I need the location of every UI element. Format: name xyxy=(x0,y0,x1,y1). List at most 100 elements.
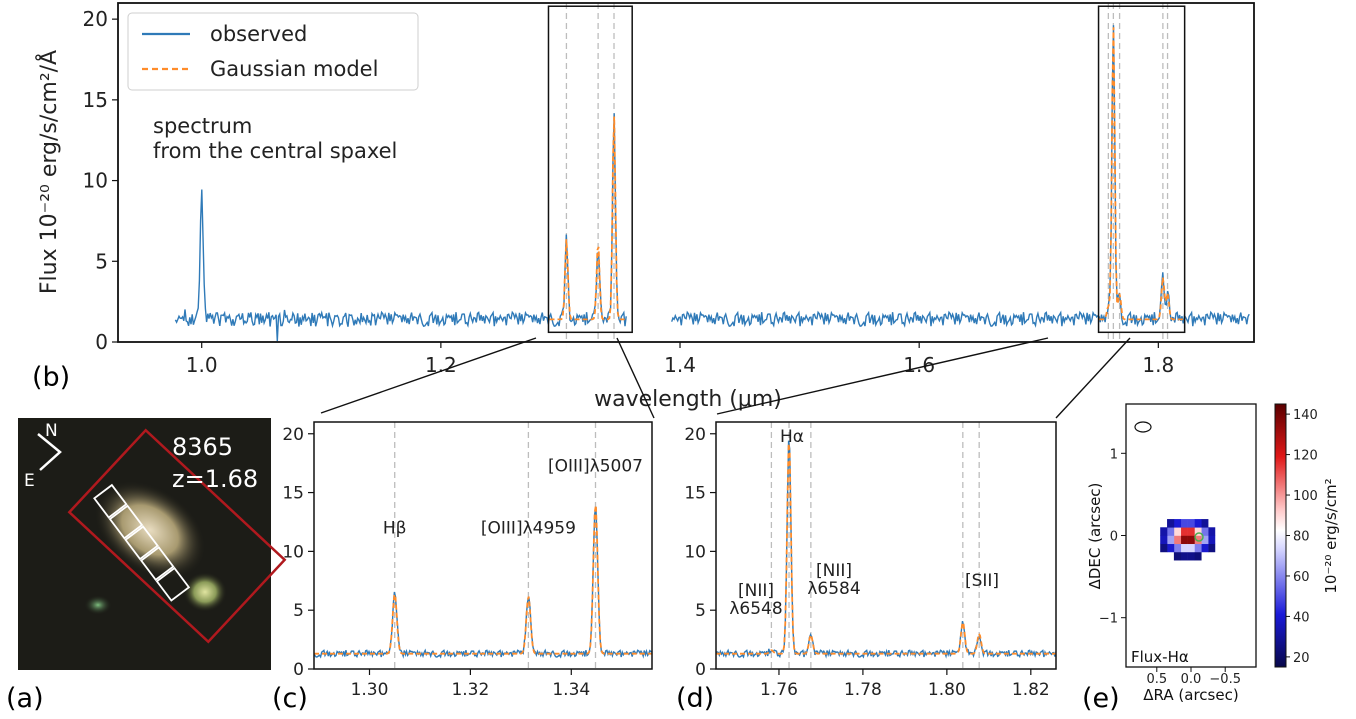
y-tick-label: 0 xyxy=(293,660,304,680)
heatmap-cell xyxy=(1180,519,1188,528)
y-tick-label: 10 xyxy=(684,542,706,562)
heatmap-cell xyxy=(1194,519,1202,528)
x-tick-label: 1.82 xyxy=(1012,680,1050,700)
spectrum-note-line2: from the central spaxel xyxy=(153,139,397,163)
y-tick-label: 10 xyxy=(83,169,108,193)
x-tick-label: 1.34 xyxy=(552,680,590,700)
zoom-connectors xyxy=(320,337,1131,419)
panel-a: N E 8365 z=1.68 (a) xyxy=(6,418,287,714)
colorbar-tick-label: 100 xyxy=(1293,489,1318,504)
heatmap-cell xyxy=(1187,543,1195,553)
panel-b-xlabel: wavelength (μm) xyxy=(594,387,782,412)
colorbar-tick-label: 120 xyxy=(1293,449,1318,464)
heatmap-cell xyxy=(1187,519,1195,528)
colorbar xyxy=(1274,403,1287,668)
panel-b-frame xyxy=(117,2,1255,343)
y-tick-label: −1 xyxy=(1099,612,1118,627)
y-tick-label: 20 xyxy=(282,425,304,445)
line-label: λ6584 xyxy=(807,579,860,599)
colorbar-tick-label: 140 xyxy=(1293,408,1318,423)
colorbar-tick-label: 20 xyxy=(1293,651,1310,666)
connector-d-left xyxy=(716,337,1049,415)
line-label: [OIII]λ4959 xyxy=(481,519,576,539)
panel-c-xticks: 1.30 1.32 1.34 xyxy=(351,669,590,700)
panel-c-model xyxy=(314,505,652,655)
heatmap-cell xyxy=(1160,543,1168,553)
panel-e-ylabel: ΔDEC (arcsec) xyxy=(1086,483,1104,590)
heatmap-cell xyxy=(1187,551,1195,561)
heatmap-cell xyxy=(1180,551,1188,561)
heatmap-cell xyxy=(1187,527,1195,536)
x-tick-label: 1.8 xyxy=(1142,353,1174,377)
panel-c: 1.30 1.32 1.34 0 5 10 15 20 Hβ [OIII]λ4959 [OIII… xyxy=(272,421,653,714)
x-tick-label: 0.0 xyxy=(1181,672,1202,687)
zoom-box xyxy=(547,5,633,334)
heatmap-cell xyxy=(1201,527,1209,536)
spaxel-boxes xyxy=(93,483,191,602)
heatmap-cell xyxy=(1194,527,1202,536)
galaxy-blob-small xyxy=(84,595,112,615)
panel-e-tag: (e) xyxy=(1082,683,1120,714)
heatmap-cell xyxy=(1208,527,1216,536)
line-label: [NII] xyxy=(738,581,774,601)
legend-model-label: Gaussian model xyxy=(210,57,378,81)
panel-d-guides xyxy=(770,422,980,669)
heatmap-cell xyxy=(1180,543,1188,553)
redshift: z=1.68 xyxy=(172,465,258,493)
object-id: 8365 xyxy=(172,433,233,461)
spaxel-box xyxy=(155,566,191,602)
colorbar-ticks: 20 40 60 80 100 120 140 xyxy=(1286,408,1318,666)
heatmap-cell xyxy=(1167,535,1175,545)
heatmap-cell xyxy=(1194,551,1202,561)
x-tick-label: 1.30 xyxy=(351,680,389,700)
heatmap-cell xyxy=(1194,535,1202,545)
heatmap-cell xyxy=(1208,535,1216,545)
colorbar-tick-label: 80 xyxy=(1293,530,1310,545)
y-tick-label: 5 xyxy=(293,601,304,621)
connector-d-right xyxy=(1055,337,1131,419)
observed-spectrum xyxy=(174,113,627,342)
beam-ellipse xyxy=(1134,421,1152,433)
x-tick-label: −0.5 xyxy=(1209,672,1241,687)
y-tick-label: 1 xyxy=(1110,447,1118,462)
spaxel-box xyxy=(93,483,128,519)
panel-d-tag: (d) xyxy=(676,683,714,714)
compass: N E xyxy=(24,421,62,491)
connector-c-left xyxy=(320,337,537,414)
legend: observed Gaussian model xyxy=(127,12,419,91)
line-label: λ6548 xyxy=(729,599,782,619)
heatmap-cell xyxy=(1167,519,1175,528)
panel-e-heatmap xyxy=(1160,519,1216,561)
panel-e-xlabel: ΔRA (arcsec) xyxy=(1143,686,1238,704)
line-label: Hβ xyxy=(383,519,407,539)
y-tick-label: 15 xyxy=(83,88,108,112)
line-label: [SII] xyxy=(965,571,999,591)
x-tick-label: 1.80 xyxy=(928,680,966,700)
colorbar-tick-label: 40 xyxy=(1293,610,1310,625)
gaussian-model xyxy=(716,443,1056,655)
x-tick-label: 1.76 xyxy=(760,680,798,700)
y-tick-label: 15 xyxy=(282,484,304,504)
zoom-box xyxy=(1097,5,1186,334)
observed-spectrum xyxy=(671,25,1250,328)
heatmap-cell xyxy=(1173,551,1182,561)
compass-e: E xyxy=(24,471,35,491)
spaxel-box xyxy=(139,546,175,582)
heatmap-cell xyxy=(1160,535,1168,545)
heatmap-cell xyxy=(1173,527,1182,536)
line-label: [OIII]λ5007 xyxy=(548,456,643,476)
y-tick-label: 10 xyxy=(282,542,304,562)
heatmap-cell xyxy=(1208,543,1216,553)
spectrum-note-line1: spectrum xyxy=(153,114,252,138)
x-tick-label: 1.0 xyxy=(186,353,218,377)
heatmap-cell xyxy=(1180,535,1188,545)
panel-b-ylabel: Flux 10⁻²⁰ erg/s/cm²/Å xyxy=(35,50,62,294)
heatmap-cell xyxy=(1194,543,1202,553)
panel-a-tag: (a) xyxy=(6,683,44,714)
panel-e-yticks: −1 0 1 xyxy=(1099,447,1126,627)
y-tick-label: 5 xyxy=(95,249,108,273)
map-label: Flux-Hα xyxy=(1131,648,1189,666)
panel-d-xticks: 1.76 1.78 1.80 1.82 xyxy=(760,669,1050,700)
gaussian-model xyxy=(1099,27,1185,321)
